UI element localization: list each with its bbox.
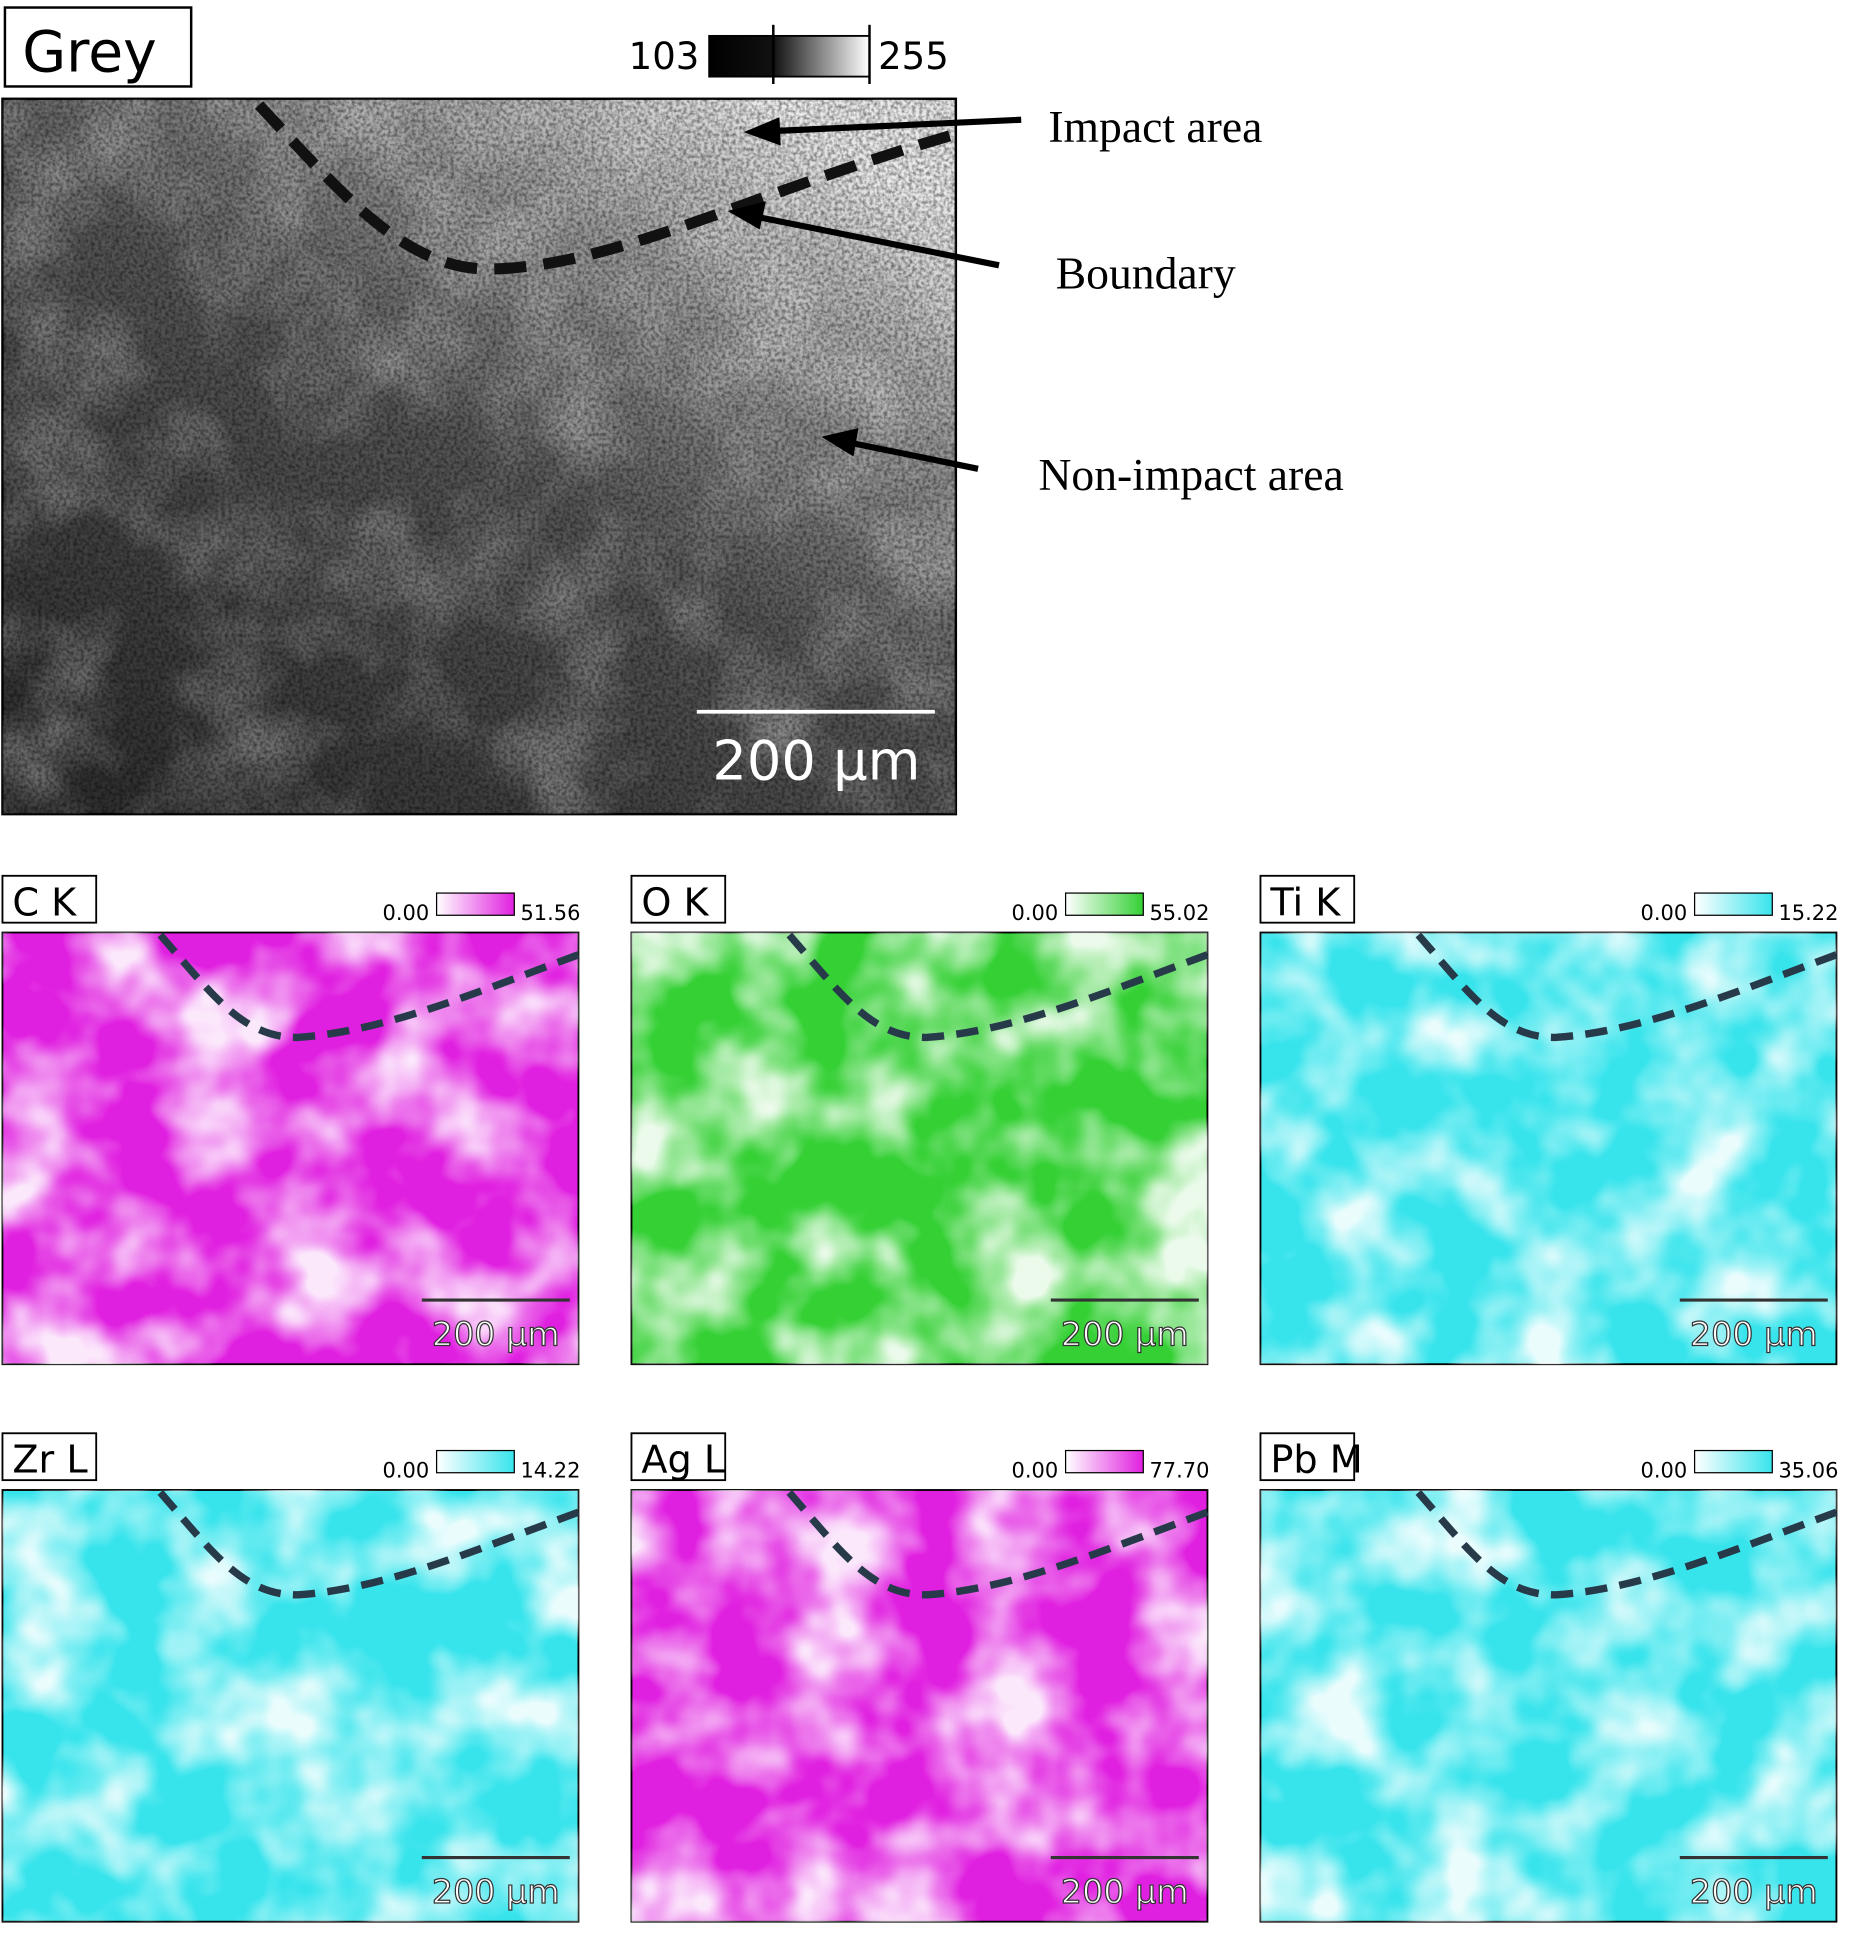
scale-label: 200 µm [1061,1315,1189,1354]
colorbar [1693,892,1773,916]
colorbar [435,892,515,916]
colorbar [1064,1449,1144,1474]
label-box [1,874,98,924]
label-box [630,1432,727,1482]
map-label: Ag L [641,1439,726,1483]
label-box [1259,1432,1356,1482]
texture [2,1490,579,1922]
label-box [630,874,727,924]
texture [1260,1490,1837,1922]
arrowhead [821,428,859,457]
texture [2,932,579,1365]
texture [631,1490,1208,1922]
scale-label: 200 µm [1061,1872,1189,1911]
map-label: C K [12,881,77,925]
colorbar-max: 255 [878,35,949,78]
colorbar-max: 14.22 [520,1459,580,1483]
map-label: Pb M [1270,1439,1362,1483]
panel-label: Grey [22,20,157,86]
colorbar-max: 15.22 [1778,901,1838,925]
colorbar-min: 0.00 [383,901,430,925]
colorbar-min: 0.00 [1012,1459,1059,1483]
label-box [1,1432,98,1482]
annotation: Boundary [1056,248,1236,299]
colorbar-min: 0.00 [1641,1459,1688,1483]
boundary-line [254,101,952,275]
colorbar-max: 51.56 [520,901,580,925]
arrows [727,116,1022,472]
texture [2,98,956,815]
map-label: Zr L [12,1439,88,1483]
arrow [850,439,979,472]
colorbar-min: 0.00 [383,1459,430,1483]
arrowhead [743,117,781,146]
boundary-line [1415,1490,1838,1599]
annotation: Impact area [1048,101,1262,152]
map-label: O K [641,881,709,925]
label-box [1259,874,1356,924]
texture [631,932,1208,1365]
scale-label: 200 µm [1690,1872,1818,1911]
scale-label: 200 µm [1690,1315,1818,1354]
colorbar-max: 77.70 [1149,1459,1209,1483]
map-label: Ti K [1269,881,1341,925]
arrow [757,214,1000,269]
colorbar-max: 35.06 [1778,1459,1838,1483]
colorbar [1693,1449,1773,1474]
colorbar-max: 55.02 [1149,901,1209,925]
boundary-line [1415,932,1838,1042]
annotation: Non-impact area [1038,449,1343,500]
colorbar [1064,892,1144,916]
label-box [3,6,193,88]
colorbar-min: 103 [629,35,700,78]
scale-label: 200 µm [432,1315,560,1354]
boundary-line [786,1490,1209,1599]
boundary-line [157,932,580,1042]
arrow [776,116,1022,134]
texture [1260,932,1837,1365]
colorbar [708,34,871,78]
colorbar [435,1449,515,1474]
scale-label: 200 µm [712,730,920,793]
boundary-line [786,932,1209,1042]
boundary-line [157,1490,580,1599]
arrowhead [727,201,766,230]
colorbar-min: 0.00 [1641,901,1688,925]
scale-label: 200 µm [432,1872,560,1911]
colorbar-min: 0.00 [1012,901,1059,925]
